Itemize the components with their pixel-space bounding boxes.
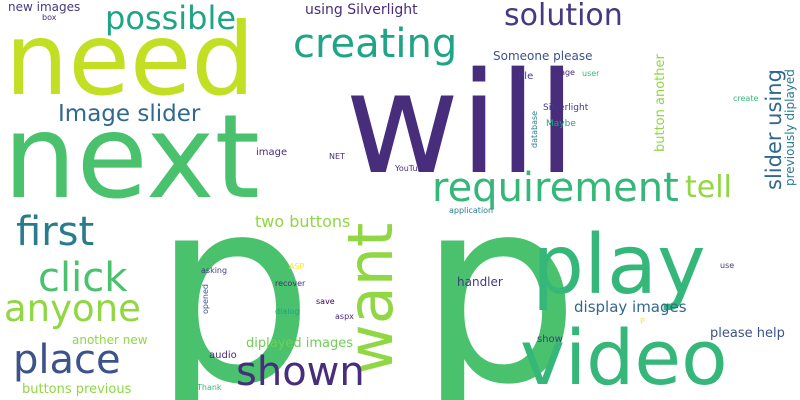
cloud-word: diplayed images [246,336,354,351]
cloud-word: show [537,334,563,345]
cloud-word: tell [685,170,732,205]
cloud-word: Silverlight [543,103,589,113]
cloud-word: solution [504,0,623,33]
cloud-word: next [3,90,260,225]
cloud-word: buttons previous [22,382,132,397]
cloud-word: Maybe [546,119,576,129]
cloud-word: aspx [335,312,354,321]
cloud-word: page [555,68,575,77]
cloud-word: will [345,43,577,206]
cloud-word: audio [209,350,237,361]
cloud-word: place [13,337,121,383]
cloud-word: Image slider [58,101,201,127]
cloud-word: use [720,261,735,270]
cloud-word: Someone please [493,49,593,63]
cloud-word: application [449,206,494,215]
cloud-word: two buttons [255,212,351,231]
cloud-word: shown [236,349,365,395]
cloud-word: another new [72,333,148,347]
cloud-word: slider using [762,69,786,190]
cloud-word: possible [105,0,237,37]
cloud-word: ASP [289,262,305,271]
cloud-word: save [316,297,335,306]
cloud-word: image [256,147,288,158]
cloud-word: display images [574,298,687,316]
cloud-word: p [418,144,580,400]
cloud-word: P [640,317,645,326]
cloud-word: p [152,144,314,400]
cloud-word: database [530,110,539,148]
cloud-word: please help [710,326,785,341]
cloud-word: need [5,1,255,118]
cloud-word: play [532,218,706,313]
cloud-word: Thank [197,383,222,392]
cloud-word: dialog [275,307,300,316]
cloud-word: user [582,69,600,78]
cloud-word: asking [201,266,228,275]
cloud-word: creating [293,21,458,67]
cloud-word: first [16,209,95,255]
cloud-word: recover [275,279,306,288]
cloud-word: NET [329,152,345,161]
cloud-word: click [38,255,128,301]
cloud-word: file [518,71,534,82]
cloud-word: YouTube [395,164,428,173]
cloud-word: previously diplayed [783,69,797,186]
cloud-word: requirement [432,165,679,211]
cloud-word: handler [457,275,503,289]
cloud-word: new images [8,0,81,14]
cloud-word: video [520,313,728,400]
cloud-word: create [733,94,759,103]
cloud-word: button another [653,54,668,152]
cloud-word: opened [201,284,210,314]
cloud-word: box [42,13,57,22]
cloud-word: anyone [4,287,141,330]
cloud-word: using Silverlight [305,2,418,18]
